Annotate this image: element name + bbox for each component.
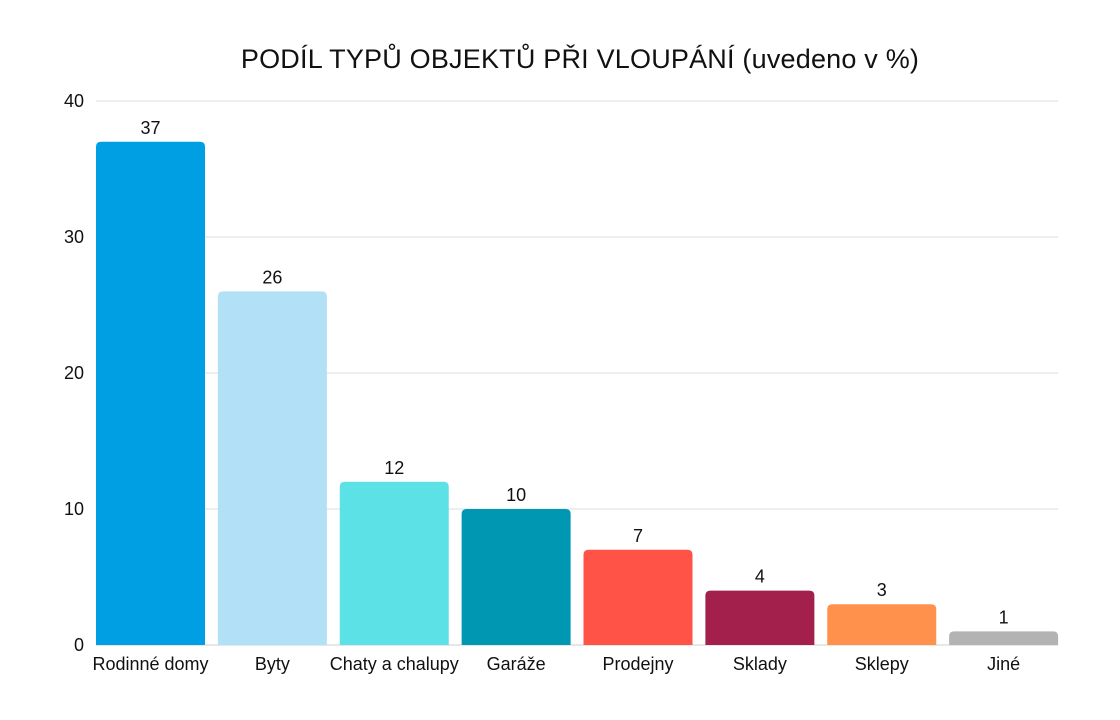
bar-value-label: 3 (877, 580, 887, 600)
bar-value-label: 37 (140, 118, 160, 138)
bar-4 (461, 509, 571, 645)
bar-value-label: 10 (506, 485, 526, 505)
y-tick-label: 30 (64, 227, 84, 247)
x-category-label: Sklady (733, 654, 787, 674)
bar-value-label: 26 (262, 267, 282, 287)
bar-3 (339, 481, 449, 645)
y-tick-label: 0 (74, 635, 84, 655)
bar-7 (827, 604, 937, 645)
bar-1 (96, 141, 205, 646)
bars (96, 141, 1059, 646)
bar-2 (217, 291, 327, 645)
chart-title: PODÍL TYPŮ OBJEKTŮ PŘI VLOUPÁNÍ (uvedeno… (240, 44, 920, 74)
x-category-label: Chaty a chalupy (330, 654, 459, 674)
bar-8 (949, 631, 1059, 645)
y-tick-label: 20 (64, 363, 84, 383)
bar-6 (705, 590, 815, 645)
x-category-label: Rodinné domy (92, 654, 208, 674)
bar-5 (583, 549, 693, 645)
x-category-label: Garáže (487, 654, 546, 674)
x-category-label: Jiné (987, 654, 1020, 674)
y-tick-label: 10 (64, 499, 84, 519)
bar-value-label: 7 (633, 526, 643, 546)
x-category-label: Byty (255, 654, 290, 674)
data-labels: 37 26 12 10 7 4 3 1 (140, 118, 1008, 628)
bar-value-label: 4 (755, 567, 765, 587)
x-category-label: Sklepy (855, 654, 909, 674)
x-category-label: Prodejny (602, 654, 673, 674)
bar-value-label: 12 (384, 458, 404, 478)
y-axis-ticks: 0 10 20 30 40 (64, 91, 84, 655)
bar-value-label: 1 (999, 607, 1009, 627)
y-tick-label: 40 (64, 91, 84, 111)
x-axis-labels: Rodinné domy Byty Chaty a chalupy Garáže Pro… (92, 654, 1020, 674)
